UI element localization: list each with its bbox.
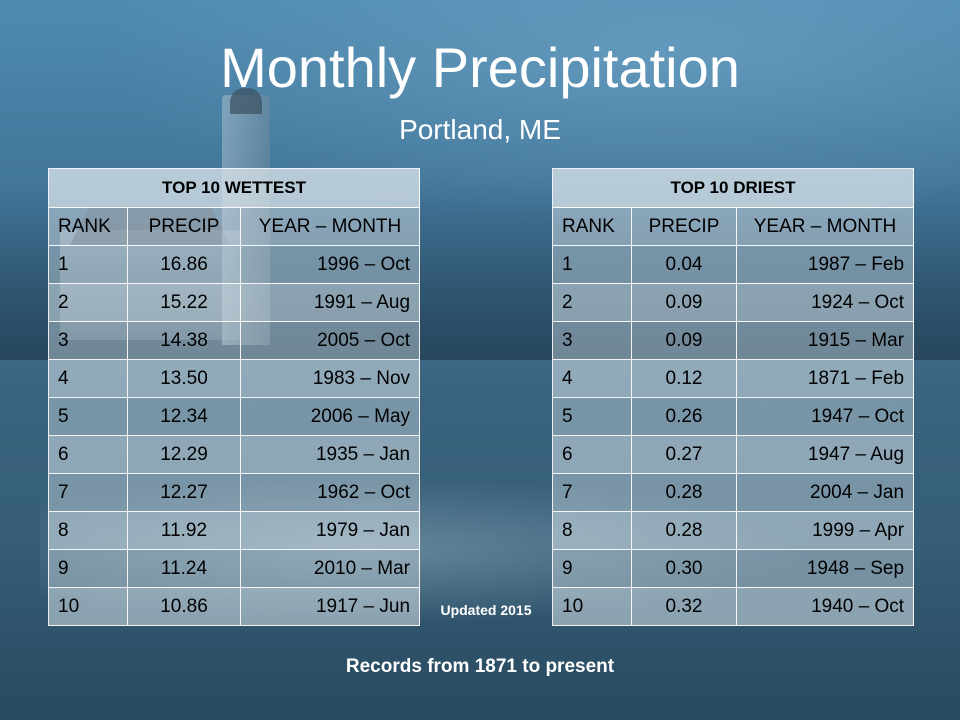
rank-cell: 2 (552, 283, 632, 322)
precip-cell: 0.27 (631, 435, 737, 474)
rank-cell: 1 (552, 245, 632, 284)
driest-column-header-row: RANK PRECIP YEAR – MONTH (552, 207, 915, 246)
year-month-cell: 1935 – Jan (239, 435, 421, 474)
slide-subtitle: Portland, ME (399, 114, 561, 145)
column-header-year-month: YEAR – MONTH (735, 207, 915, 246)
rank-cell: 9 (552, 549, 632, 588)
rank-cell: 10 (48, 587, 128, 626)
precip-cell: 0.30 (631, 549, 737, 588)
precip-cell: 16.86 (127, 245, 241, 284)
wettest-column-header-row: RANK PRECIP YEAR – MONTH (48, 207, 421, 246)
table-row: 5 12.34 2006 – May (48, 397, 421, 436)
year-month-cell: 1999 – Apr (735, 511, 915, 550)
year-month-cell: 1947 – Oct (735, 397, 915, 436)
precip-cell: 12.27 (127, 473, 241, 512)
year-month-cell: 1871 – Feb (735, 359, 915, 398)
table-row: 1 16.86 1996 – Oct (48, 245, 421, 284)
year-month-cell: 1915 – Mar (735, 321, 915, 360)
year-month-cell: 1948 – Sep (735, 549, 915, 588)
table-row: 8 0.28 1999 – Apr (552, 511, 915, 550)
table-row: 1 0.04 1987 – Feb (552, 245, 915, 284)
table-row: 10 10.86 1917 – Jun (48, 587, 421, 626)
precip-cell: 0.09 (631, 321, 737, 360)
table-row: 3 14.38 2005 – Oct (48, 321, 421, 360)
precip-cell: 0.04 (631, 245, 737, 284)
table-row: 9 11.24 2010 – Mar (48, 549, 421, 588)
precip-cell: 11.92 (127, 511, 241, 550)
table-row: 10 0.32 1940 – Oct (552, 587, 915, 626)
column-header-year-month: YEAR – MONTH (239, 207, 421, 246)
rank-cell: 6 (552, 435, 632, 474)
table-row: 4 13.50 1983 – Nov (48, 359, 421, 398)
rank-cell: 5 (552, 397, 632, 436)
precip-cell: 13.50 (127, 359, 241, 398)
year-month-cell: 2006 – May (239, 397, 421, 436)
precip-cell: 11.24 (127, 549, 241, 588)
table-row: 7 0.28 2004 – Jan (552, 473, 915, 512)
rank-cell: 4 (48, 359, 128, 398)
year-month-cell: 1924 – Oct (735, 283, 915, 322)
rank-cell: 2 (48, 283, 128, 322)
precip-cell: 10.86 (127, 587, 241, 626)
rank-cell: 8 (552, 511, 632, 550)
year-month-cell: 1962 – Oct (239, 473, 421, 512)
precip-cell: 0.28 (631, 473, 737, 512)
rank-cell: 3 (552, 321, 632, 360)
year-month-cell: 1991 – Aug (239, 283, 421, 322)
year-month-cell: 1979 – Jan (239, 511, 421, 550)
table-row: 9 0.30 1948 – Sep (552, 549, 915, 588)
rank-cell: 9 (48, 549, 128, 588)
rank-cell: 4 (552, 359, 632, 398)
year-month-cell: 2004 – Jan (735, 473, 915, 512)
table-row: 4 0.12 1871 – Feb (552, 359, 915, 398)
year-month-cell: 1996 – Oct (239, 245, 421, 284)
table-row: 7 12.27 1962 – Oct (48, 473, 421, 512)
precip-cell: 0.28 (631, 511, 737, 550)
year-month-cell: 1987 – Feb (735, 245, 915, 284)
rank-cell: 6 (48, 435, 128, 474)
rank-cell: 1 (48, 245, 128, 284)
precip-cell: 12.29 (127, 435, 241, 474)
precip-cell: 0.09 (631, 283, 737, 322)
wettest-table: TOP 10 WETTEST RANK PRECIP YEAR – MONTH … (47, 168, 421, 626)
driest-table: TOP 10 DRIEST RANK PRECIP YEAR – MONTH 1… (551, 168, 915, 626)
table-row: 6 12.29 1935 – Jan (48, 435, 421, 474)
table-row: 2 15.22 1991 – Aug (48, 283, 421, 322)
rank-cell: 3 (48, 321, 128, 360)
year-month-cell: 1983 – Nov (239, 359, 421, 398)
updated-note: Updated 2015 (440, 602, 532, 618)
column-header-precip: PRECIP (631, 207, 737, 246)
precip-cell: 0.26 (631, 397, 737, 436)
precip-cell: 0.12 (631, 359, 737, 398)
wettest-table-body: RANK PRECIP YEAR – MONTH 1 16.86 1996 – Oc… (48, 207, 421, 626)
table-row: 8 11.92 1979 – Jan (48, 511, 421, 550)
table-row: 2 0.09 1924 – Oct (552, 283, 915, 322)
year-month-cell: 1940 – Oct (735, 587, 915, 626)
column-header-rank: RANK (552, 207, 632, 246)
precip-cell: 15.22 (127, 283, 241, 322)
year-month-cell: 1917 – Jun (239, 587, 421, 626)
wettest-table-heading: TOP 10 WETTEST (47, 168, 421, 208)
driest-table-body: RANK PRECIP YEAR – MONTH 1 0.04 1987 – Feb… (552, 207, 915, 626)
year-month-cell: 2005 – Oct (239, 321, 421, 360)
precip-cell: 14.38 (127, 321, 241, 360)
rank-cell: 10 (552, 587, 632, 626)
rank-cell: 8 (48, 511, 128, 550)
table-row: 5 0.26 1947 – Oct (552, 397, 915, 436)
rank-cell: 7 (48, 473, 128, 512)
column-header-rank: RANK (48, 207, 128, 246)
table-row: 6 0.27 1947 – Aug (552, 435, 915, 474)
precip-cell: 12.34 (127, 397, 241, 436)
driest-table-heading: TOP 10 DRIEST (551, 168, 915, 208)
records-footer: Records from 1871 to present (345, 656, 615, 677)
rank-cell: 7 (552, 473, 632, 512)
table-row: 3 0.09 1915 – Mar (552, 321, 915, 360)
year-month-cell: 1947 – Aug (735, 435, 915, 474)
precip-cell: 0.32 (631, 587, 737, 626)
column-header-precip: PRECIP (127, 207, 241, 246)
rank-cell: 5 (48, 397, 128, 436)
year-month-cell: 2010 – Mar (239, 549, 421, 588)
slide-title: Monthly Precipitation (220, 36, 740, 99)
